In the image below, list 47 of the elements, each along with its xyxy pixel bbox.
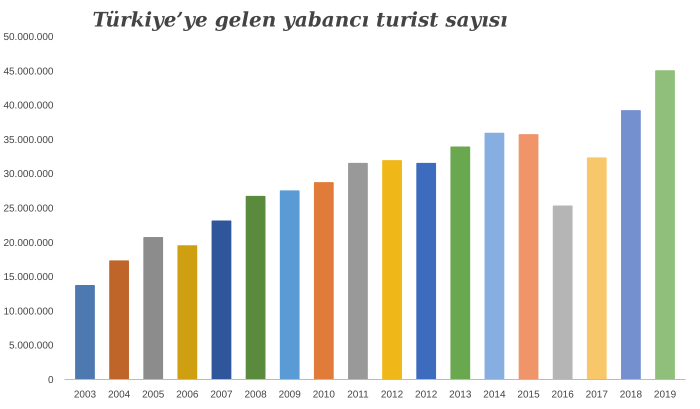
bar (109, 260, 129, 380)
bar (484, 132, 504, 380)
y-tick-label: 15.000.000 (3, 272, 54, 284)
x-tick-label: 2003 (74, 390, 97, 400)
bar (450, 146, 470, 380)
bar (382, 160, 402, 380)
bar (416, 162, 436, 380)
x-tick-label: 2009 (278, 390, 302, 400)
bar (621, 110, 641, 380)
bar (314, 182, 334, 380)
y-tick-label: 40.000.000 (3, 100, 54, 112)
bar (586, 157, 607, 380)
y-tick-label: 0 (48, 375, 54, 386)
y-tick-label: 20.000.000 (3, 238, 54, 249)
x-tick-label: 2007 (210, 390, 234, 400)
bar (348, 162, 368, 380)
x-tick-label: 2017 (586, 390, 608, 400)
bar (75, 285, 95, 380)
chart-title: Türkiye’ye gelen yabancı turist sayısı (92, 8, 508, 32)
bar (143, 237, 164, 380)
x-tick-label: 2008 (244, 390, 268, 400)
bar (518, 134, 538, 380)
y-tick-label: 35.000.000 (3, 134, 54, 146)
x-tick-label: 2006 (176, 390, 199, 400)
x-tick-label: 2005 (142, 390, 165, 400)
x-tick-label: 2018 (620, 390, 642, 400)
x-tick-label: 2016 (552, 390, 574, 400)
x-tick-label: 2014 (483, 390, 506, 400)
y-tick-label: 50.000.000 (3, 32, 54, 43)
bar (246, 196, 266, 380)
y-tick-label: 25.000.000 (3, 204, 54, 214)
bar (212, 220, 232, 380)
x-tick-label: 2011 (347, 390, 370, 400)
x-tick-label: 2010 (312, 390, 336, 400)
bar (280, 190, 300, 380)
y-tick-label: 30.000.000 (3, 169, 54, 180)
bar (655, 70, 675, 380)
x-tick-label: 2012 (380, 390, 404, 400)
x-tick-label: 2019 (654, 390, 677, 400)
x-tick-label: 2015 (517, 390, 540, 400)
y-tick-label: 5.000.000 (9, 340, 54, 352)
x-tick-label: 2004 (108, 390, 131, 400)
x-tick-label: 2012 (415, 390, 438, 400)
x-tick-label: 2013 (449, 390, 472, 400)
y-tick-label: 10.000.000 (3, 306, 54, 318)
y-tick-label: 45.000.000 (3, 66, 54, 78)
bar (177, 245, 198, 380)
